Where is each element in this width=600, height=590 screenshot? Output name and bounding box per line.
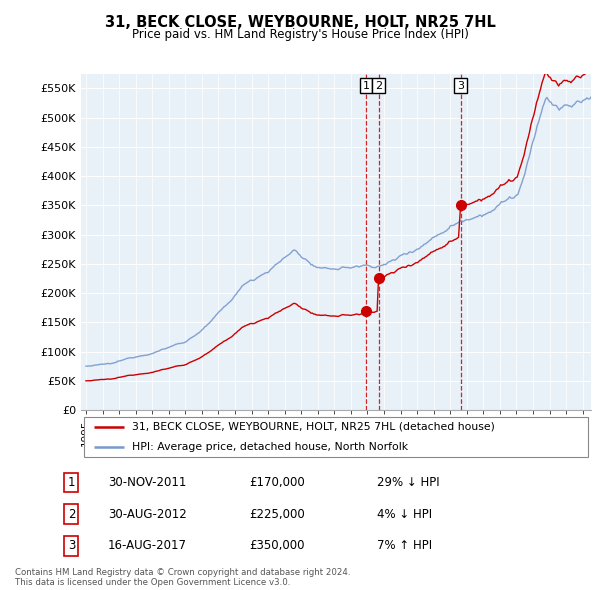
Text: 30-NOV-2011: 30-NOV-2011 <box>108 476 186 489</box>
Text: This data is licensed under the Open Government Licence v3.0.: This data is licensed under the Open Gov… <box>15 578 290 587</box>
Text: 4% ↓ HPI: 4% ↓ HPI <box>377 507 433 521</box>
Text: 31, BECK CLOSE, WEYBOURNE, HOLT, NR25 7HL (detached house): 31, BECK CLOSE, WEYBOURNE, HOLT, NR25 7H… <box>132 422 495 432</box>
Text: 1: 1 <box>68 476 75 489</box>
Text: 31, BECK CLOSE, WEYBOURNE, HOLT, NR25 7HL: 31, BECK CLOSE, WEYBOURNE, HOLT, NR25 7H… <box>104 15 496 30</box>
Text: 3: 3 <box>68 539 75 552</box>
Text: 16-AUG-2017: 16-AUG-2017 <box>108 539 187 552</box>
Text: £225,000: £225,000 <box>249 507 305 521</box>
Text: 7% ↑ HPI: 7% ↑ HPI <box>377 539 433 552</box>
FancyBboxPatch shape <box>83 417 589 457</box>
Text: 2: 2 <box>68 507 75 521</box>
Text: £170,000: £170,000 <box>249 476 305 489</box>
Text: 30-AUG-2012: 30-AUG-2012 <box>108 507 187 521</box>
Text: 29% ↓ HPI: 29% ↓ HPI <box>377 476 440 489</box>
Text: 2: 2 <box>375 80 382 90</box>
Text: HPI: Average price, detached house, North Norfolk: HPI: Average price, detached house, Nort… <box>132 442 408 452</box>
Text: £350,000: £350,000 <box>249 539 305 552</box>
Text: 1: 1 <box>362 80 370 90</box>
Text: 3: 3 <box>457 80 464 90</box>
Text: Price paid vs. HM Land Registry's House Price Index (HPI): Price paid vs. HM Land Registry's House … <box>131 28 469 41</box>
Text: Contains HM Land Registry data © Crown copyright and database right 2024.: Contains HM Land Registry data © Crown c… <box>15 568 350 576</box>
